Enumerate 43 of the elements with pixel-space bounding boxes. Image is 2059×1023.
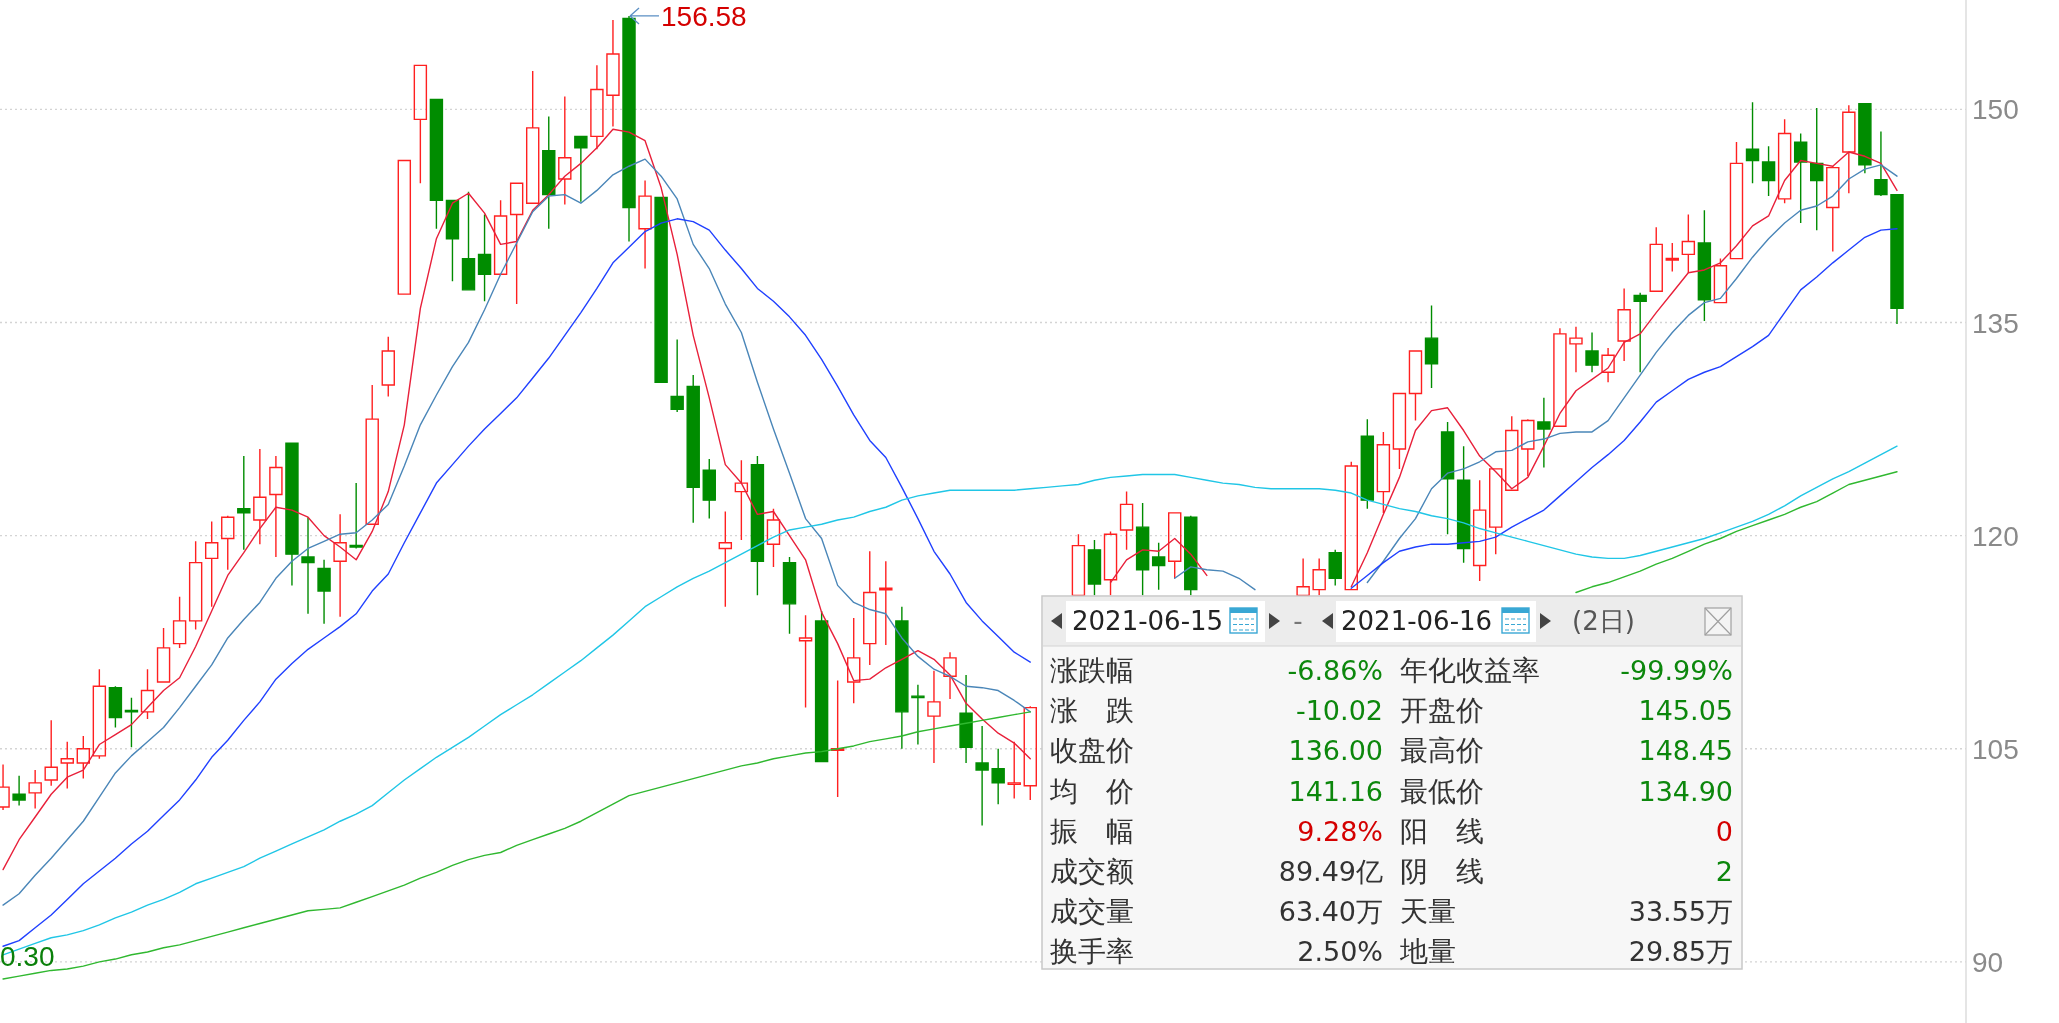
text: 2.50%	[1297, 936, 1383, 968]
annotation: 2021-06-16	[1341, 606, 1493, 636]
category-label: 涨 跌	[1050, 694, 1134, 728]
category-label: 换手率	[1050, 935, 1134, 969]
text: 134.90	[1638, 775, 1733, 807]
category-label: 开盘价	[1400, 694, 1484, 728]
text: 0	[1715, 815, 1733, 847]
text: -10.02	[1295, 695, 1383, 727]
y-tick-label: 135	[1972, 307, 2019, 339]
text: 136.00	[1288, 735, 1383, 767]
text: 148.45	[1638, 735, 1733, 767]
category-label: 最低价	[1400, 774, 1484, 808]
category-label: 最高价	[1400, 734, 1484, 768]
category-label: 地量	[1399, 935, 1456, 969]
y-tick-label: 105	[1972, 733, 2019, 765]
category-label: 成交额	[1050, 855, 1134, 888]
text: 9.28%	[1297, 815, 1383, 847]
text: 29.85万	[1628, 936, 1733, 968]
text: -99.99%	[1620, 655, 1733, 686]
text: 89.49亿	[1278, 856, 1383, 887]
category-label: 均 价	[1049, 774, 1134, 808]
text: 63.40万	[1278, 896, 1383, 928]
category-label: 涨跌幅	[1050, 654, 1134, 687]
text: 2	[1715, 856, 1733, 887]
category-label: 收盘价	[1050, 734, 1134, 768]
y-tick-label: 150	[1972, 94, 2019, 126]
annotation: 0.30	[0, 941, 55, 972]
y-tick-label: 120	[1972, 520, 2019, 552]
category-label: 阴 线	[1400, 855, 1484, 888]
annotation: 2021-06-15	[1072, 606, 1224, 636]
text: 33.55万	[1628, 896, 1733, 928]
category-label: 阳 线	[1400, 814, 1484, 848]
category-label: 天量	[1400, 895, 1456, 929]
annotation: 156.58	[661, 0, 747, 32]
text: 145.05	[1638, 695, 1733, 727]
annotation: -	[1293, 606, 1303, 636]
annotation: (2日)	[1572, 606, 1635, 636]
category-label: 年化收益率	[1400, 654, 1540, 687]
category-label: 成交量	[1050, 895, 1134, 929]
category-label: 振 幅	[1050, 814, 1134, 848]
text: 141.16	[1288, 775, 1383, 807]
text: -6.86%	[1287, 655, 1383, 686]
y-tick-label: 90	[1972, 946, 2004, 978]
